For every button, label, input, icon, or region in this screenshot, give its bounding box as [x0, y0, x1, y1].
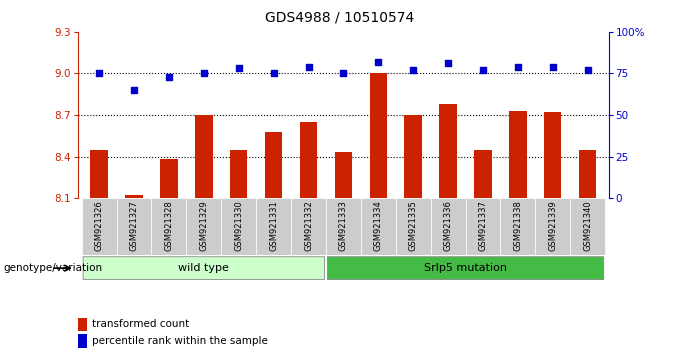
- Text: GSM921332: GSM921332: [304, 200, 313, 251]
- Text: GSM921337: GSM921337: [479, 200, 488, 251]
- Text: GSM921335: GSM921335: [409, 200, 418, 251]
- Bar: [500, 198, 535, 255]
- Point: [513, 64, 524, 70]
- Point: [477, 67, 488, 73]
- Point: [94, 71, 105, 76]
- Text: GSM921333: GSM921333: [339, 200, 348, 251]
- Point: [268, 71, 279, 76]
- Bar: [116, 198, 152, 255]
- Point: [129, 87, 139, 93]
- Bar: [474, 150, 492, 198]
- Bar: [152, 198, 186, 255]
- Text: GSM921327: GSM921327: [129, 200, 139, 251]
- Bar: [90, 150, 108, 198]
- Bar: [571, 198, 605, 255]
- Bar: [300, 122, 318, 198]
- Bar: [430, 198, 466, 255]
- Bar: [221, 198, 256, 255]
- FancyBboxPatch shape: [83, 257, 324, 280]
- Bar: [125, 195, 143, 198]
- Text: GSM921334: GSM921334: [374, 200, 383, 251]
- Text: GSM921331: GSM921331: [269, 200, 278, 251]
- Point: [443, 61, 454, 66]
- Text: GSM921336: GSM921336: [443, 200, 453, 251]
- Bar: [439, 104, 457, 198]
- Bar: [361, 198, 396, 255]
- Bar: [78, 318, 87, 331]
- Point: [233, 65, 244, 71]
- Text: GSM921326: GSM921326: [95, 200, 103, 251]
- Text: GSM921330: GSM921330: [234, 200, 243, 251]
- Point: [547, 64, 558, 70]
- Text: GSM921340: GSM921340: [583, 200, 592, 251]
- Bar: [291, 198, 326, 255]
- Bar: [186, 198, 221, 255]
- Text: GSM921338: GSM921338: [513, 200, 522, 251]
- Bar: [396, 198, 430, 255]
- Point: [338, 71, 349, 76]
- Bar: [369, 74, 387, 198]
- Bar: [509, 111, 526, 198]
- Bar: [160, 159, 177, 198]
- Text: GDS4988 / 10510574: GDS4988 / 10510574: [265, 11, 415, 25]
- Point: [199, 71, 209, 76]
- Bar: [265, 132, 282, 198]
- Bar: [335, 153, 352, 198]
- Text: GSM921328: GSM921328: [165, 200, 173, 251]
- Bar: [579, 150, 596, 198]
- Bar: [405, 115, 422, 198]
- Point: [303, 64, 314, 70]
- Bar: [230, 150, 248, 198]
- Bar: [256, 198, 291, 255]
- Bar: [78, 334, 87, 348]
- Bar: [195, 115, 213, 198]
- Text: GSM921329: GSM921329: [199, 200, 208, 251]
- Text: transformed count: transformed count: [92, 319, 189, 329]
- Point: [163, 74, 174, 80]
- Point: [582, 67, 593, 73]
- Text: Srlp5 mutation: Srlp5 mutation: [424, 263, 507, 273]
- FancyBboxPatch shape: [327, 257, 604, 280]
- Bar: [466, 198, 500, 255]
- Point: [373, 59, 384, 65]
- Text: genotype/variation: genotype/variation: [3, 263, 103, 273]
- Bar: [544, 112, 562, 198]
- Text: GSM921339: GSM921339: [548, 200, 558, 251]
- Point: [408, 67, 419, 73]
- Text: wild type: wild type: [178, 263, 229, 273]
- Text: percentile rank within the sample: percentile rank within the sample: [92, 336, 268, 346]
- Bar: [326, 198, 361, 255]
- Bar: [82, 198, 116, 255]
- Bar: [535, 198, 571, 255]
